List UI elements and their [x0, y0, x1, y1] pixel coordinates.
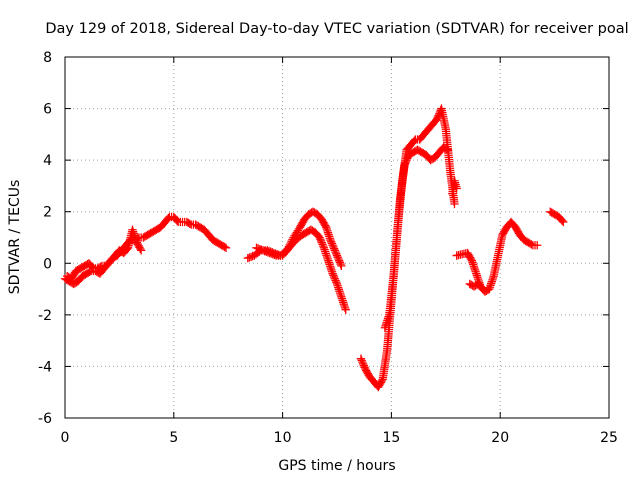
- data-point: [122, 244, 132, 254]
- data-point: [85, 267, 94, 277]
- y-tick-label: -4: [38, 359, 52, 375]
- x-tick-label: 15: [382, 430, 400, 446]
- data-point: [466, 255, 476, 264]
- data-point: [558, 216, 567, 225]
- data-point: [220, 242, 229, 252]
- data-point: [477, 283, 486, 292]
- data-point: [137, 246, 146, 255]
- y-axis-label: SDTVAR / TECUs: [7, 180, 23, 295]
- data-point: [410, 136, 419, 145]
- y-tick-label: -2: [38, 308, 52, 324]
- data-point: [450, 199, 459, 209]
- data-point: [172, 216, 182, 225]
- data-point: [164, 214, 173, 223]
- data-point: [321, 221, 330, 230]
- data-point: [185, 219, 194, 228]
- data-point: [478, 284, 487, 294]
- plot-frame: [64, 56, 610, 419]
- y-tick-label: 2: [43, 205, 52, 221]
- x-tick-label: 0: [61, 430, 70, 446]
- chart-title: Day 129 of 2018, Sidereal Day-to-day VTE…: [45, 21, 628, 37]
- axis-ticks: 0 5 10 15 20 25 -6 -4 -2 0 2 4 6 8: [38, 50, 618, 446]
- data-point: [136, 244, 145, 253]
- data-point: [559, 217, 568, 227]
- data-point: [96, 262, 105, 271]
- y-tick-label: 6: [43, 102, 52, 118]
- data-point: [533, 241, 542, 250]
- x-tick-label: 25: [600, 430, 618, 446]
- y-tick-label: 0: [43, 256, 52, 272]
- x-tick-label: 20: [491, 430, 509, 446]
- x-tick-label: 10: [274, 430, 292, 446]
- data-point: [527, 240, 536, 249]
- data-point: [221, 243, 231, 252]
- y-tick-label: 4: [43, 153, 52, 169]
- data-point: [337, 261, 346, 271]
- data-point: [452, 184, 461, 193]
- x-tick-label: 5: [169, 430, 178, 446]
- x-axis-label: GPS time / hours: [278, 458, 395, 474]
- data-points: [60, 104, 568, 392]
- data-point: [377, 376, 386, 386]
- data-point: [341, 305, 350, 314]
- y-tick-label: 8: [43, 50, 52, 66]
- data-point: [88, 263, 97, 272]
- y-tick-label: -6: [38, 411, 52, 427]
- gridlines: [65, 57, 609, 418]
